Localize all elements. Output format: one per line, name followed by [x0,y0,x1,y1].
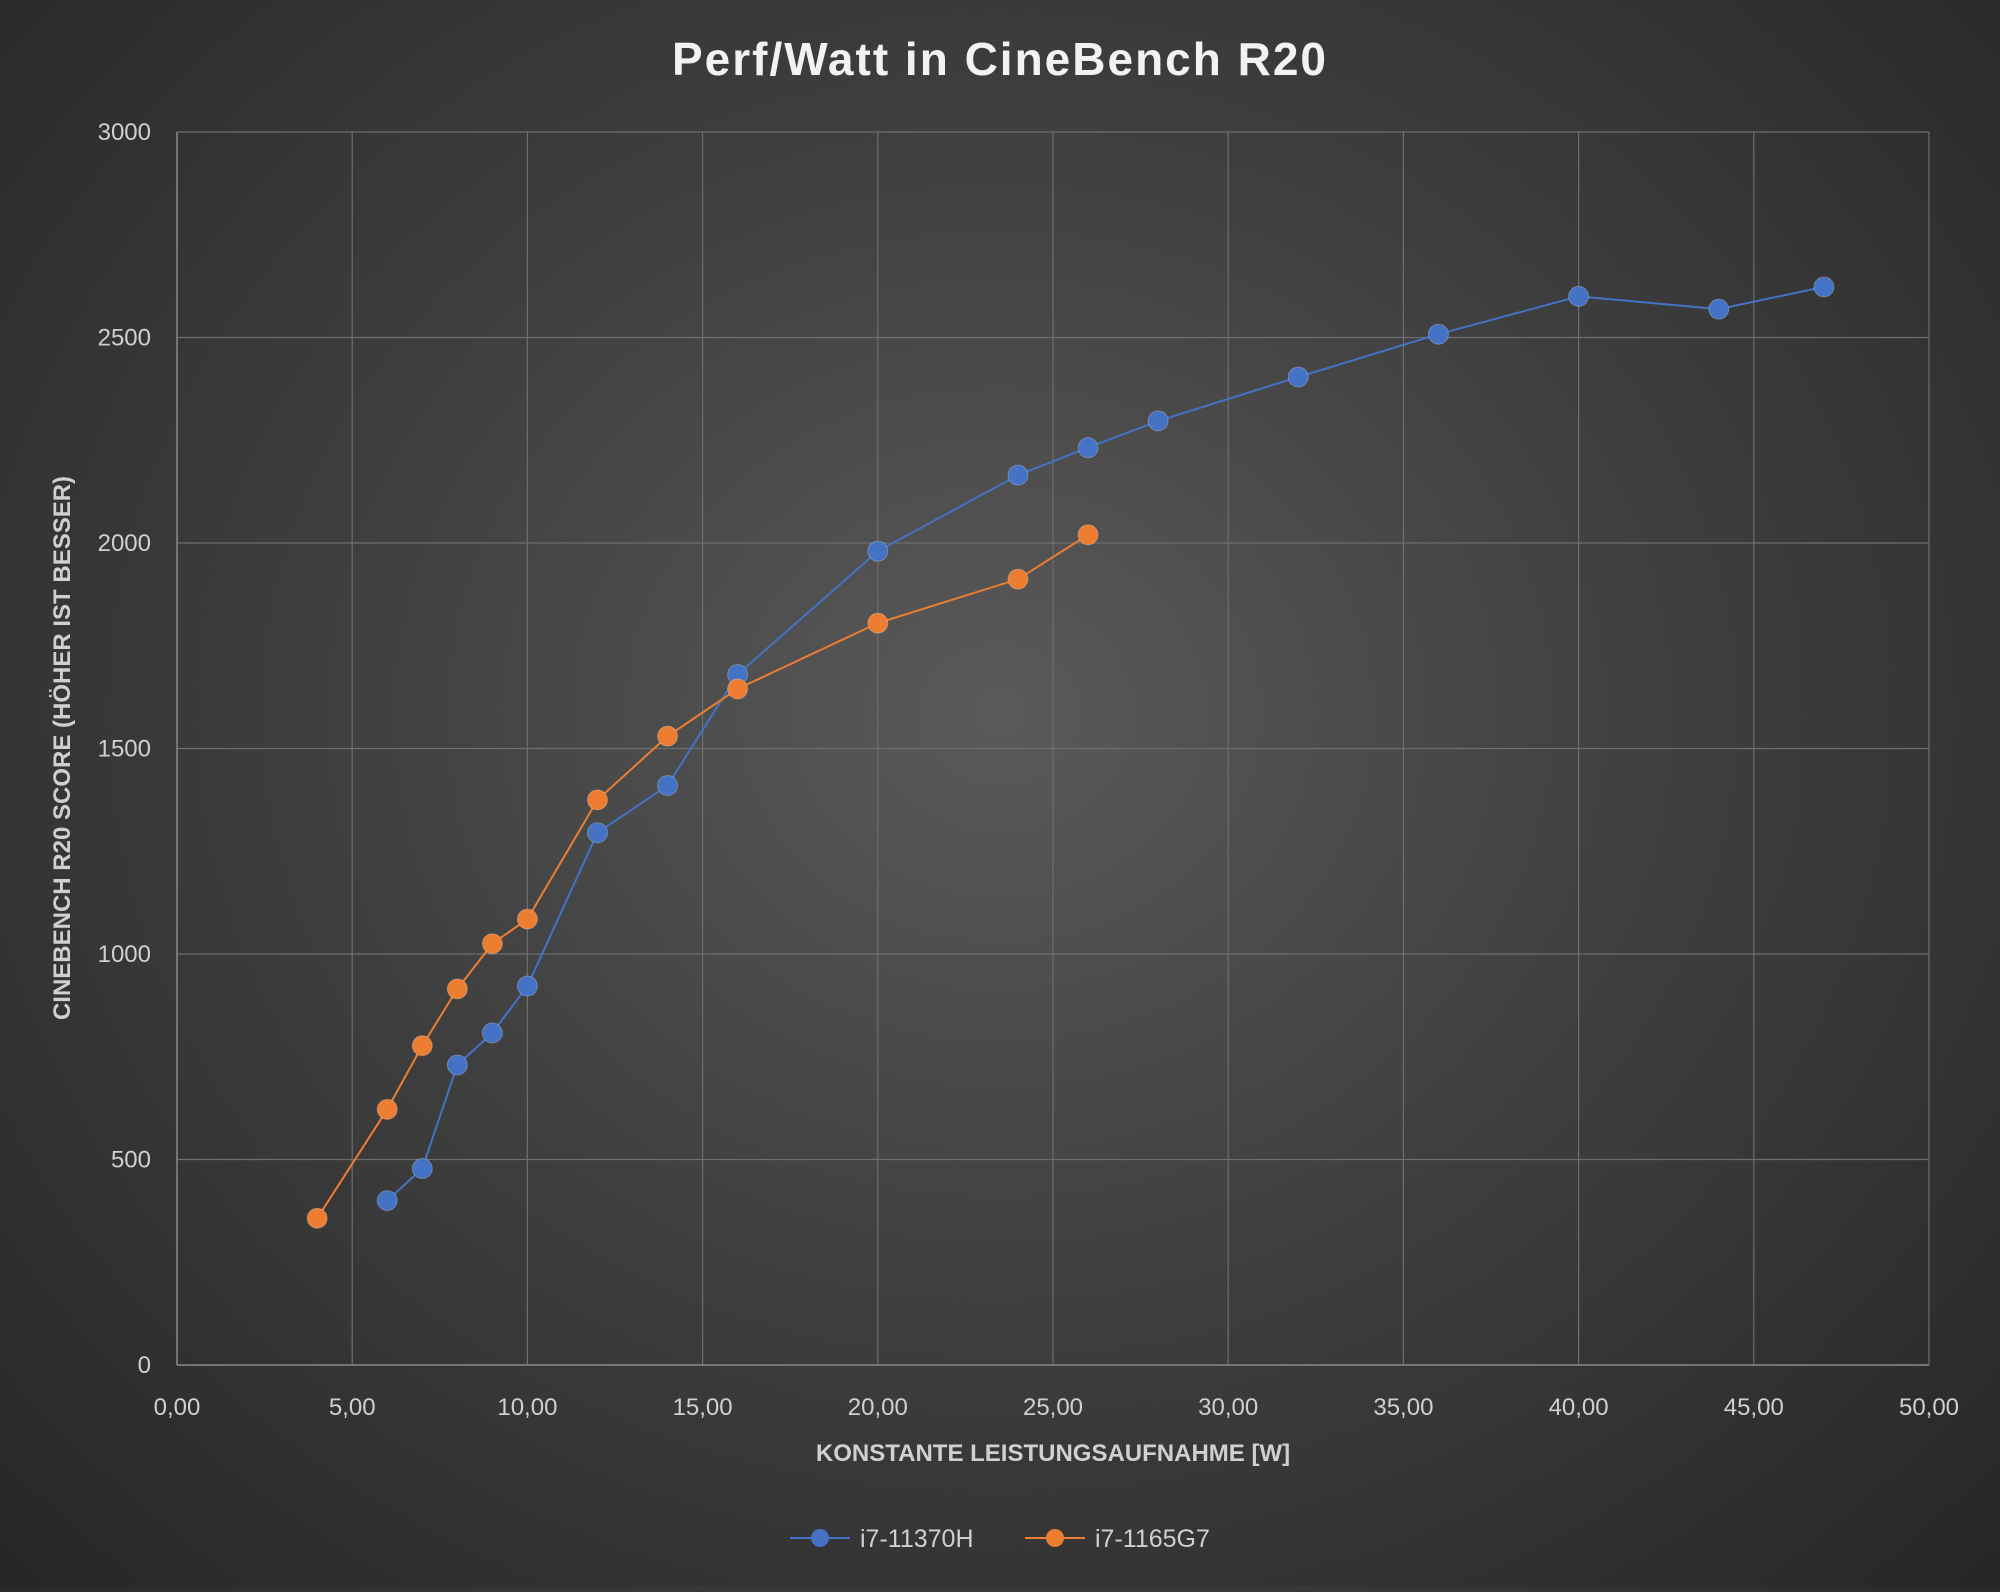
x-tick-label: 35,00 [1373,1394,1433,1421]
y-tick-label: 1500 [98,736,151,763]
data-point [727,678,749,700]
x-tick-labels: 0,00 5,00 10,00 15,00 20,00 25,00 30,00 35,00 40… [154,1394,1959,1421]
data-point [516,908,538,930]
data-point [446,1054,468,1076]
data-point [1708,298,1730,320]
x-axis-label: KONSTANTE LEISTUNGSAUFNAHME [W] [816,1440,1290,1467]
x-tick-label: 0,00 [154,1394,201,1421]
axes [176,132,1929,1366]
y-tick-label: 0 [138,1352,151,1379]
series-line [316,533,1089,1219]
data-point [411,1158,433,1180]
legend-label: i7-1165G7 [1095,1525,1210,1553]
data-point [1568,285,1590,307]
data-point [516,975,538,997]
series-layer [306,276,1835,1229]
y-axis-label: CINEBENCH R20 SCORE (HÖHER IST BESSER) [49,476,76,1020]
data-point [1077,437,1099,459]
data-point [1007,568,1029,590]
data-point [867,612,889,634]
y-tick-label: 2000 [98,530,151,557]
x-tick-label: 40,00 [1549,1394,1609,1421]
x-tick-label: 25,00 [1023,1394,1083,1421]
legend: i7-11370H i7-1165G7 [790,1525,1210,1553]
data-point [411,1035,433,1057]
x-tick-label: 15,00 [673,1394,733,1421]
data-point [481,1022,503,1044]
data-point [1427,323,1449,345]
data-point [1147,410,1169,432]
x-tick-label: 10,00 [497,1394,557,1421]
y-tick-labels: 0 500 1000 1500 2000 2500 3000 [98,119,151,1379]
data-point [586,789,608,811]
legend-marker [811,1529,829,1547]
data-point [1077,524,1099,546]
x-tick-label: 30,00 [1198,1394,1258,1421]
y-tick-label: 2500 [98,325,151,352]
legend-item-2: i7-1165G7 [1025,1525,1210,1553]
x-tick-label: 50,00 [1899,1394,1959,1421]
data-point [376,1190,398,1212]
data-point [586,822,608,844]
data-point [867,540,889,562]
data-point [1287,366,1309,388]
legend-label: i7-11370H [860,1525,974,1553]
data-point [657,725,679,747]
series-1 [376,276,1835,1212]
legend-item-1: i7-11370H [790,1525,974,1553]
data-point [657,774,679,796]
series-line [386,285,1825,1202]
chart-title: Perf/Watt in CineBench R20 [672,33,1328,85]
data-point [1813,276,1835,298]
data-point [446,978,468,1000]
grid-lines [177,131,1930,1365]
x-tick-label: 45,00 [1724,1394,1784,1421]
y-tick-label: 500 [111,1147,151,1174]
x-tick-label: 5,00 [329,1394,376,1421]
data-point [306,1207,328,1229]
x-tick-label: 20,00 [848,1394,908,1421]
series-2 [306,524,1099,1229]
legend-marker [1046,1529,1064,1547]
y-tick-label: 3000 [98,119,151,146]
y-tick-label: 1000 [98,941,151,968]
data-point [376,1098,398,1120]
data-point [481,933,503,955]
data-point [1007,464,1029,486]
